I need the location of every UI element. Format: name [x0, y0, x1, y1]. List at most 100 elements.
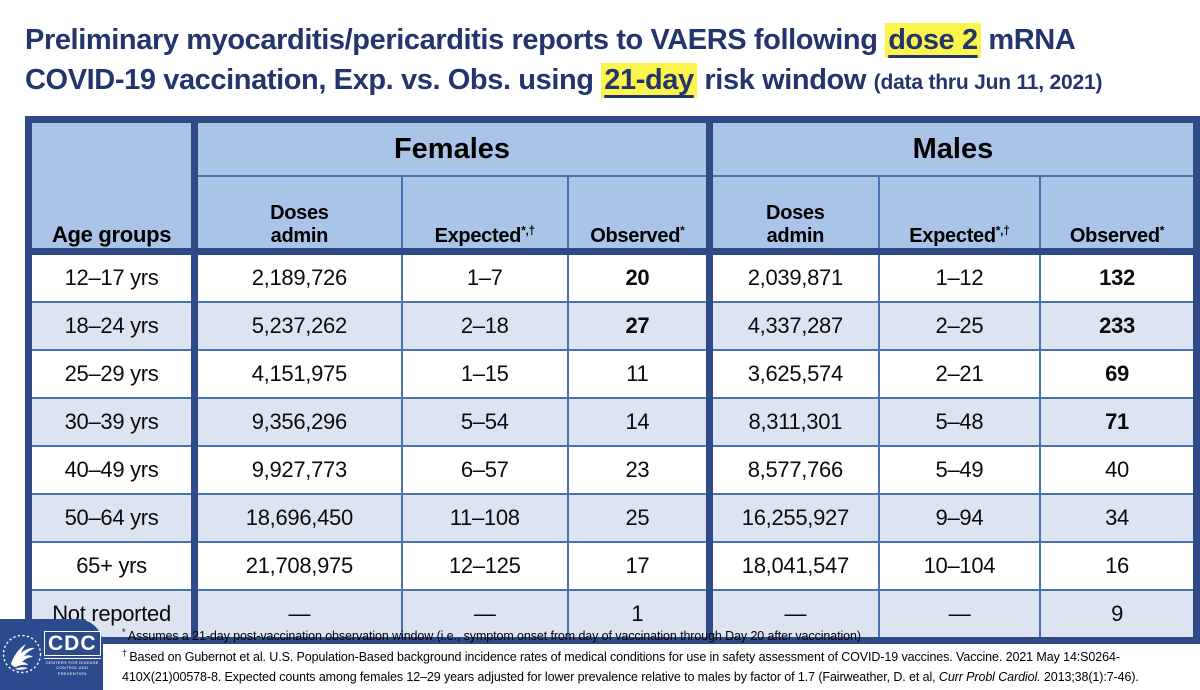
footnote-text: Curr Probl Cardiol. [938, 670, 1041, 685]
females-observed-cell: 20 [566, 250, 711, 303]
males-doses-cell: 2,039,871 [705, 250, 880, 303]
males-observed-cell: 69 [1039, 349, 1198, 399]
group-header-row: Age groups Females Males [27, 118, 1198, 255]
males-doses-cell: 8,311,301 [705, 397, 880, 447]
females-observed-cell: 25 [566, 493, 711, 543]
males-doses-cell: — [705, 589, 880, 642]
males-expected-cell: 5–48 [877, 397, 1042, 447]
title-text: risk window [696, 64, 874, 96]
observed-label: Observed [590, 225, 681, 247]
males-expected-cell: 2–21 [877, 349, 1042, 399]
expected-label: Expected [434, 225, 522, 247]
table-row: 40–49 yrs 9,927,773 6–57 23 8,577,766 5–49 40 [27, 445, 1198, 495]
observed-label: Observed [1069, 225, 1160, 247]
age-groups-header: Age groups [27, 118, 199, 255]
cdc-text-block: CDC Centers for Disease Control and Prev… [44, 631, 101, 676]
males-expected-cell: 5–49 [877, 445, 1042, 495]
females-expected-cell: — [400, 589, 569, 642]
table-row: 12–17 yrs 2,189,726 1–7 20 2,039,871 1–12 132 [27, 250, 1198, 303]
expected-footnote-marks: *,† [995, 223, 1010, 238]
expected-footnote-marks: *,† [521, 223, 535, 238]
males-doses-cell: 3,625,574 [705, 349, 880, 399]
age-cell: 18–24 yrs [27, 301, 199, 351]
expected-label: Expected [909, 225, 996, 247]
males-expected-cell: 10–104 [877, 541, 1042, 591]
males-expected-cell: 9–94 [877, 493, 1042, 543]
females-doses-cell: 21,708,975 [191, 541, 403, 591]
table-body: 12–17 yrs 2,189,726 1–7 20 2,039,871 1–12 132 1… [27, 250, 1198, 642]
males-doses-cell: 4,337,287 [705, 301, 880, 351]
males-expected-header: Expected*,† [877, 175, 1042, 255]
males-expected-cell: — [877, 589, 1042, 642]
cdc-letters: CDC [44, 631, 101, 657]
age-cell: 50–64 yrs [27, 493, 199, 543]
females-doses-cell: 2,189,726 [191, 250, 403, 303]
age-cell: 30–39 yrs [27, 397, 199, 447]
males-observed-cell: 34 [1039, 493, 1198, 543]
females-header: Females [193, 118, 711, 177]
cdc-subtext: Centers for Disease Control and Preventi… [44, 658, 101, 676]
males-doses-header: Doses admin [705, 175, 880, 255]
slide-title: Preliminary myocarditis/pericarditis rep… [25, 20, 1185, 103]
females-expected-cell: 5–54 [400, 397, 569, 447]
age-cell: 12–17 yrs [27, 250, 199, 303]
table-row: 65+ yrs 21,708,975 12–125 17 18,041,547 10–10… [27, 541, 1198, 591]
females-observed-cell: 11 [566, 349, 711, 399]
males-doses-cell: 18,041,547 [705, 541, 880, 591]
females-expected-cell: 12–125 [400, 541, 569, 591]
males-observed-cell: 40 [1039, 445, 1198, 495]
females-observed-cell: 14 [566, 397, 711, 447]
females-observed-cell: 23 [566, 445, 711, 495]
footnote-text: Assumes a 21-day post-vaccination observ… [127, 629, 861, 644]
males-observed-cell: 233 [1039, 301, 1198, 351]
females-expected-cell: 1–15 [400, 349, 569, 399]
females-doses-header: Doses admin [191, 175, 403, 255]
males-observed-cell: 71 [1039, 397, 1198, 447]
title-highlight-dose2: dose 2 [885, 23, 981, 58]
hhs-eagle-icon [2, 634, 42, 673]
females-observed-cell: 17 [566, 541, 711, 591]
observed-footnote-mark: * [1159, 223, 1165, 238]
females-expected-cell: 1–7 [400, 250, 569, 303]
table-row: 18–24 yrs 5,237,262 2–18 27 4,337,287 2–25 233 [27, 301, 1198, 351]
footnote: * Assumes a 21-day post-vaccination obse… [122, 625, 1194, 646]
males-observed-cell: 9 [1039, 589, 1198, 642]
observed-footnote-mark: * [680, 223, 685, 238]
age-cell: 65+ yrs [27, 541, 199, 591]
footnotes: * Assumes a 21-day post-vaccination obse… [122, 625, 1194, 687]
title-text: mRNA [980, 24, 1076, 56]
title-data-thru-note: (data thru Jun 11, 2021) [873, 71, 1103, 94]
females-expected-cell: 2–18 [400, 301, 569, 351]
males-expected-cell: 2–25 [877, 301, 1042, 351]
footnote-mark: † [122, 648, 130, 659]
females-doses-cell: 9,356,296 [191, 397, 403, 447]
title-highlight-21day: 21-day [601, 63, 697, 98]
age-cell: 40–49 yrs [27, 445, 199, 495]
males-observed-cell: 132 [1039, 250, 1198, 303]
females-observed-header: Observed* [566, 175, 711, 255]
females-expected-cell: 6–57 [400, 445, 569, 495]
males-expected-cell: 1–12 [877, 250, 1042, 303]
table-row: 25–29 yrs 4,151,975 1–15 11 3,625,574 2–21 69 [27, 349, 1198, 399]
males-observed-header: Observed* [1039, 175, 1198, 255]
title-line-1: Preliminary myocarditis/pericarditis rep… [25, 20, 1185, 60]
footnote-mark: * [122, 627, 128, 637]
footnote-text: 2013;38(1):7-46). [1040, 670, 1139, 685]
cdc-logo: CDC Centers for Disease Control and Prev… [0, 619, 103, 690]
sub-header-row: Doses admin Expected*,† Observed* Doses … [29, 175, 1198, 255]
females-observed-cell: 27 [566, 301, 711, 351]
females-doses-cell: 4,151,975 [191, 349, 403, 399]
females-doses-cell: 18,696,450 [191, 493, 403, 543]
males-observed-cell: 16 [1039, 541, 1198, 591]
title-line-2: COVID-19 vaccination, Exp. vs. Obs. usin… [25, 60, 1185, 103]
title-text: Preliminary myocarditis/pericarditis rep… [25, 24, 886, 56]
footnote: † Based on Gubernot et al. U.S. Populati… [122, 646, 1194, 687]
females-expected-cell: 11–108 [400, 493, 569, 543]
cdc-subtext-line2: Control and Prevention [56, 665, 89, 676]
age-cell: 25–29 yrs [27, 349, 199, 399]
cdc-subtext-line1: Centers for Disease [45, 660, 99, 666]
table-row: 30–39 yrs 9,356,296 5–54 14 8,311,301 5–48 71 [27, 397, 1198, 447]
males-header: Males [705, 118, 1198, 177]
males-doses-cell: 8,577,766 [705, 445, 880, 495]
females-doses-cell: 9,927,773 [191, 445, 403, 495]
